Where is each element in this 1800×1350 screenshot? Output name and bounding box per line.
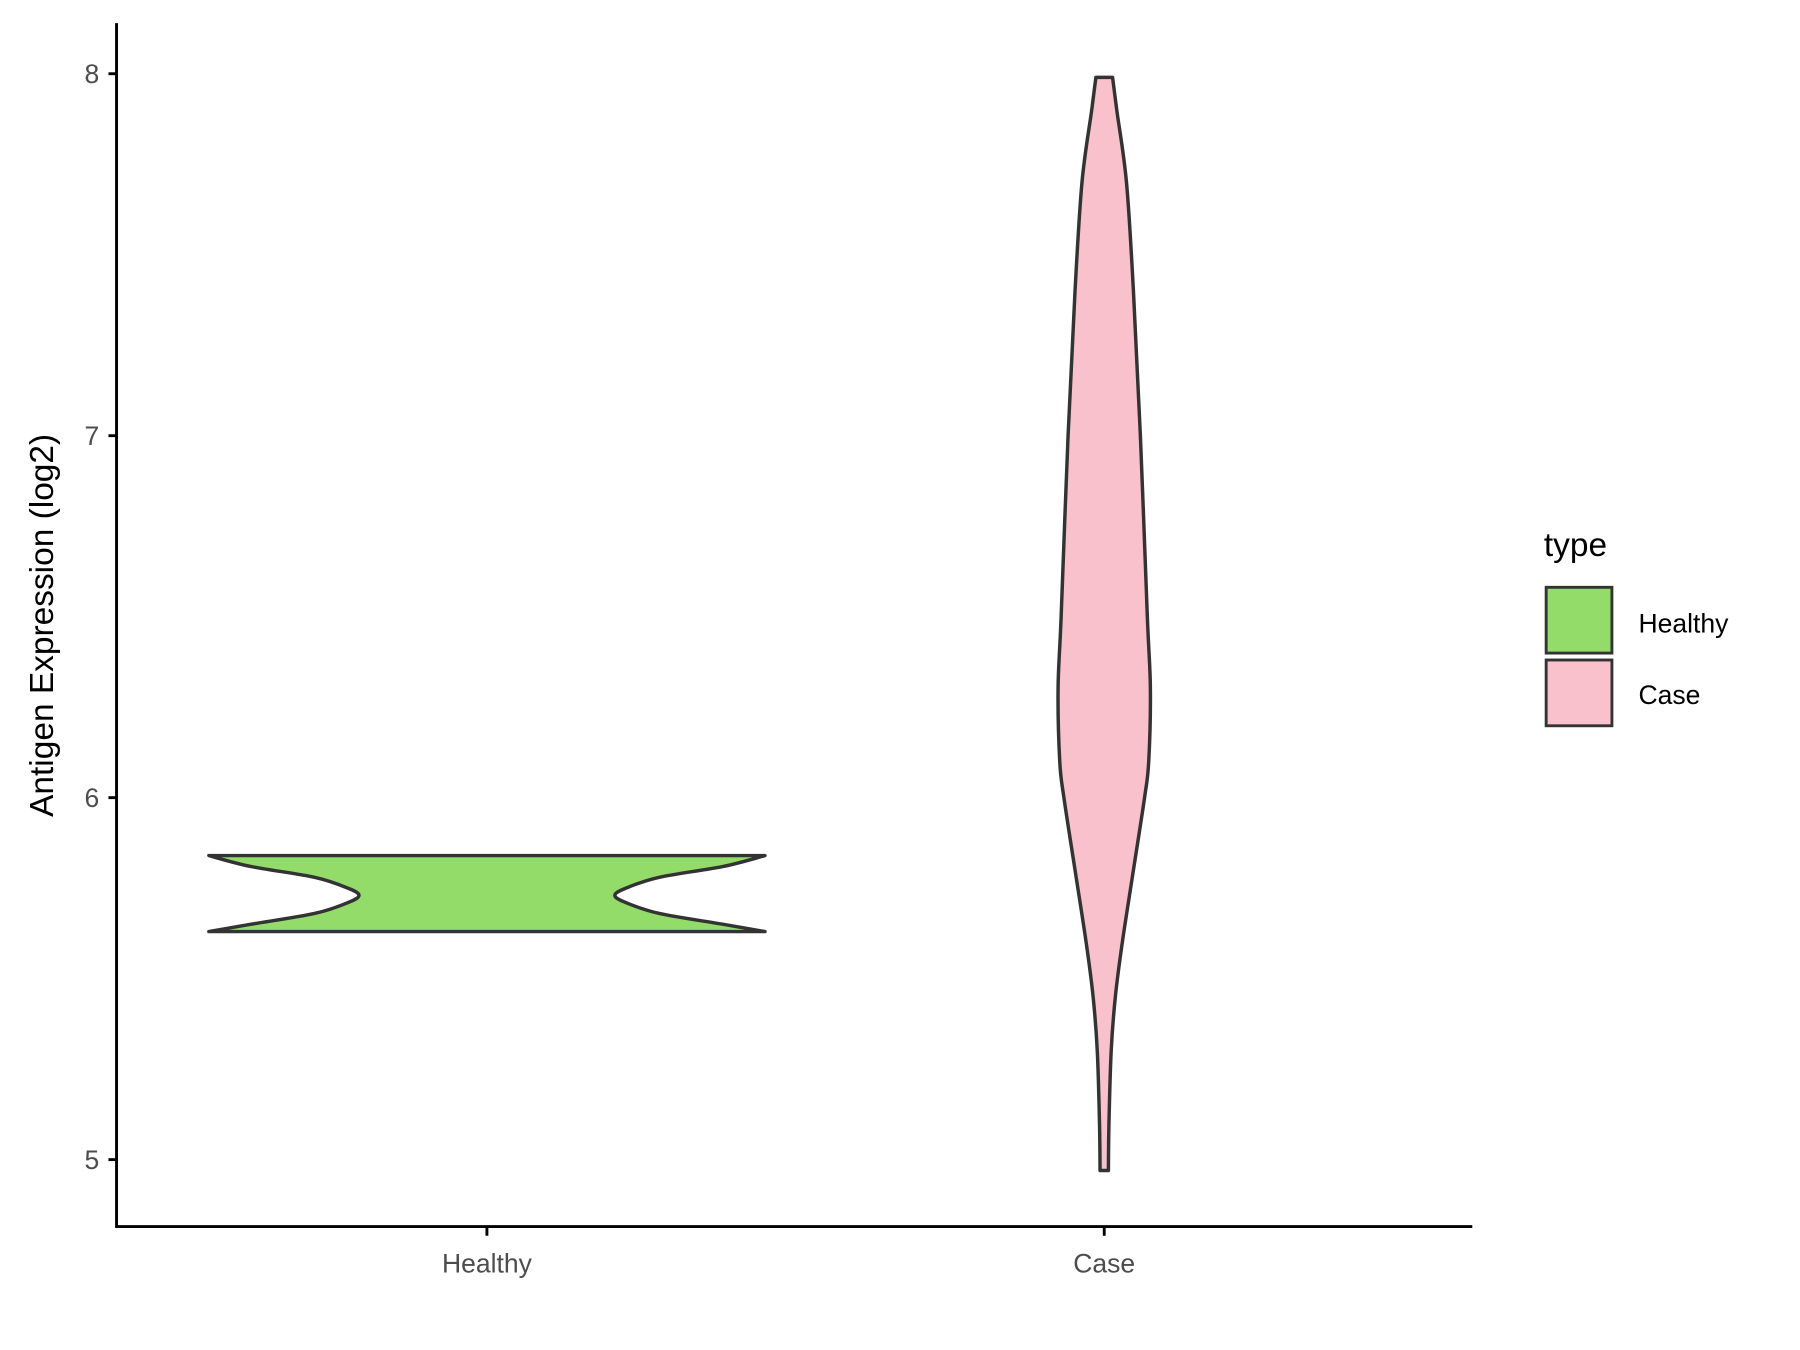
y-tick-label: 6 [84,783,99,813]
violins [207,75,1153,1173]
y-axis-title: Antigen Expression (log2) [24,434,61,817]
legend-key-case [1544,658,1614,728]
x-tick-label-healthy: Healthy [442,1249,533,1279]
legend-title: type [1544,527,1607,564]
legend: type Healthy Case [1544,527,1729,728]
y-tick-label: 8 [84,59,99,89]
y-tick-label: 7 [84,421,99,451]
x-tick-label-case: Case [1073,1249,1135,1279]
legend-label-healthy: Healthy [1638,608,1729,638]
violin-case [1056,75,1153,1173]
x-ticks: Healthy Case [442,1226,1135,1279]
legend-label-case: Case [1638,680,1700,710]
y-tick-label: 5 [84,1145,99,1175]
violin-healthy [207,853,767,934]
y-ticks: 5 6 7 8 [84,59,117,1175]
legend-key-healthy [1544,585,1614,655]
